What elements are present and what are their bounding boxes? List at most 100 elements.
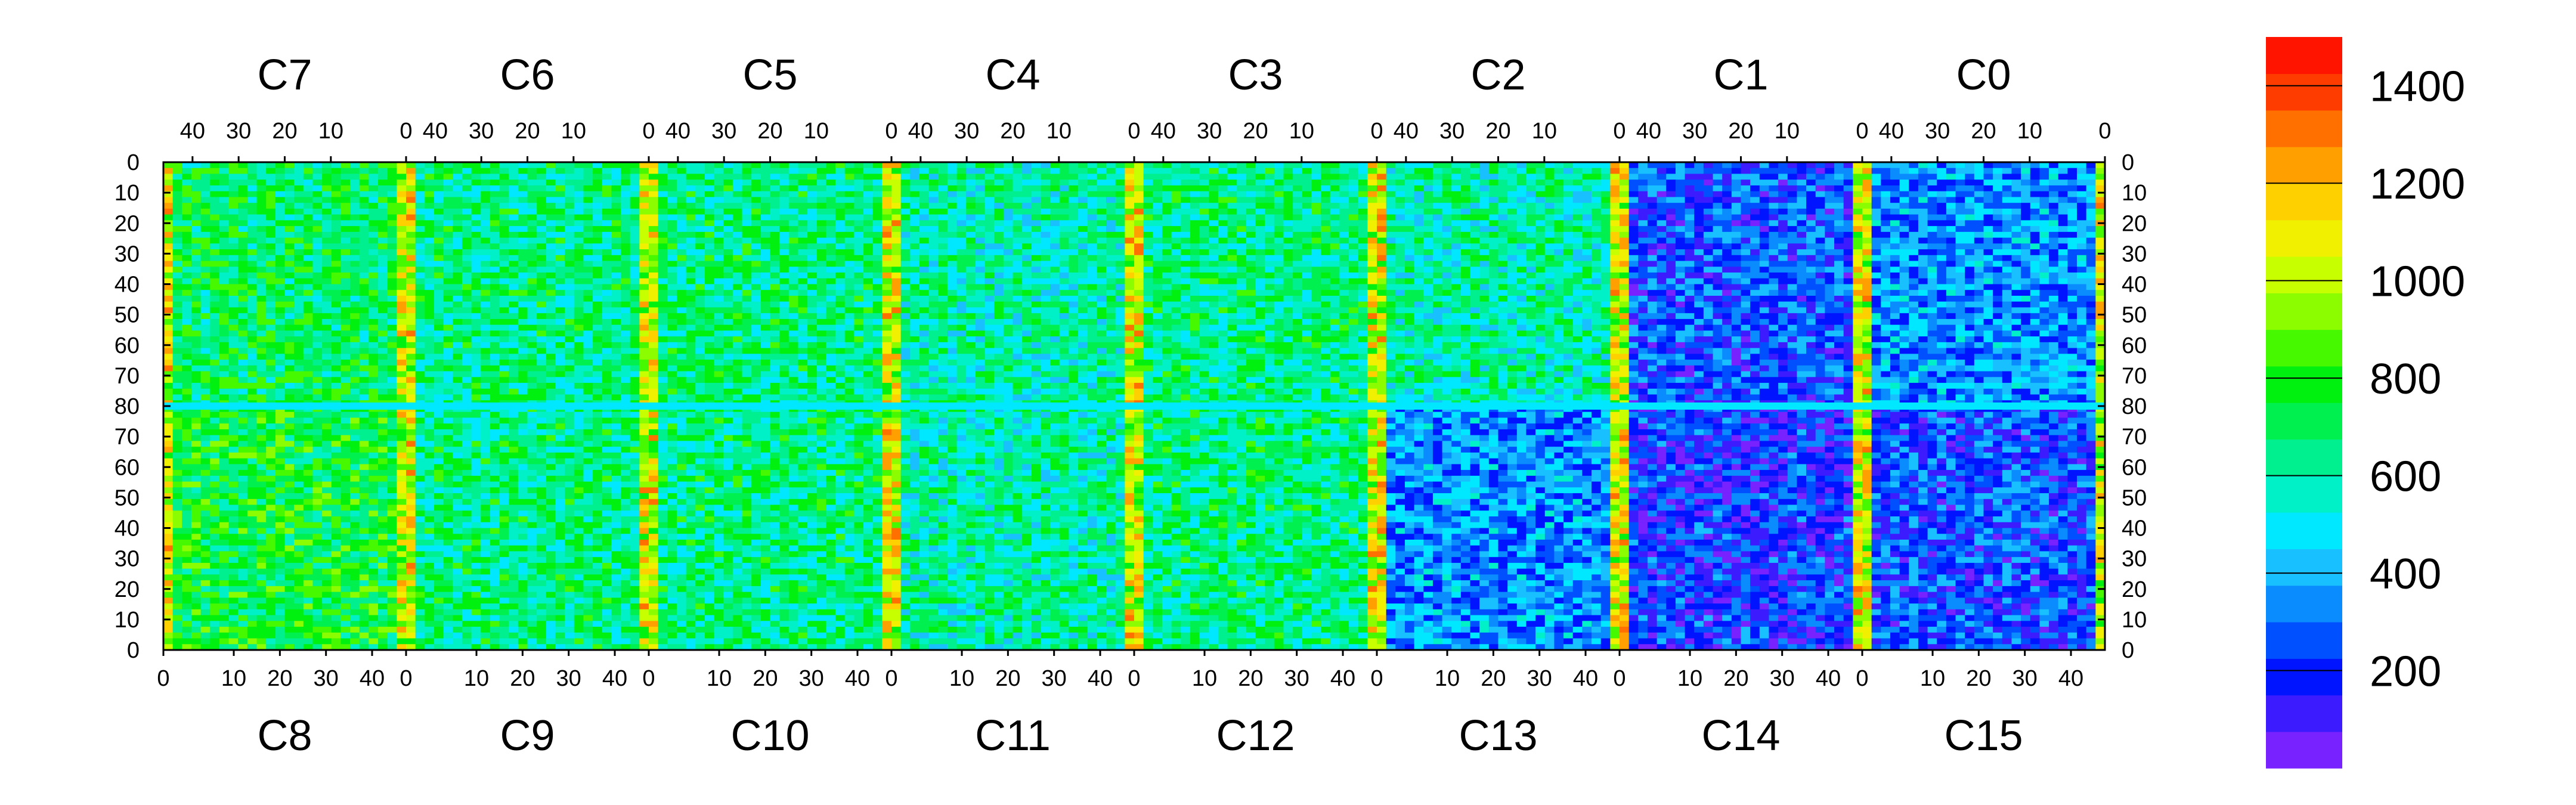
top-tick-label: 30 [711,119,736,144]
bottom-tick-label: 20 [753,666,778,691]
colorbar-tick-label: 400 [2370,550,2441,598]
bottom-tick-label: 30 [556,666,581,691]
colorbar-segment [2266,293,2342,330]
colorbar-tick-label: 800 [2370,355,2441,403]
left-tick-label: 0 [127,638,140,663]
heatmap-region-c7 [163,162,407,407]
chip-label-c15: C15 [1944,712,2023,760]
bottom-tick-label: 10 [1677,666,1702,691]
heatmap-region-c6 [406,162,649,407]
chip-label-c6: C6 [500,51,555,99]
chip-label-c0: C0 [1956,51,2011,99]
top-tick-label: 10 [1775,119,1800,144]
top-tick-label: 20 [515,119,540,144]
left-tick-label: 70 [114,364,140,389]
bottom-tick-label: 20 [1723,666,1748,691]
right-tick-label: 60 [2122,333,2147,358]
bottom-tick-label: 0 [1856,666,1868,691]
right-tick-label: 10 [2122,181,2147,206]
top-tick-label: 10 [1046,119,1072,144]
top-tick-label: 20 [1000,119,1025,144]
top-tick-label: 0 [1370,119,1383,144]
colorbar-segment [2266,658,2342,696]
bottom-tick-label: 0 [157,666,169,691]
bottom-tick-label: 0 [642,666,655,691]
bottom-tick-label: 0 [400,666,412,691]
bottom-tick-label: 10 [1435,666,1460,691]
bottom-tick-label: 10 [949,666,974,691]
bottom-tick-label: 20 [1238,666,1263,691]
chip-label-c2: C2 [1470,51,1525,99]
chip-label-c14: C14 [1701,712,1780,760]
bottom-tick-label: 30 [1284,666,1309,691]
top-tick-label: 0 [1613,119,1626,144]
chip-label-c3: C3 [1228,51,1283,99]
bottom-tick-label: 20 [267,666,292,691]
colorbar-segment [2266,731,2342,769]
bottom-tick-label: 10 [1920,666,1945,691]
left-tick-label: 50 [114,303,140,328]
heatmap-region-c2 [1377,162,1620,407]
colorbar-segment [2266,146,2342,184]
heatmap-region-c15 [1862,406,2105,650]
chip-label-c5: C5 [742,51,797,99]
left-tick-label: 30 [114,547,140,572]
heatmap-cells [163,162,2105,650]
colorbar-tick-label: 600 [2370,453,2441,501]
heatmap-region-c11 [891,406,1135,650]
bottom-tick-label: 10 [707,666,732,691]
colorbar-segment [2266,439,2342,476]
left-tick-label: 40 [114,273,140,298]
colorbar-segment [2266,402,2342,440]
heatmap-region-c3 [1134,162,1377,407]
bottom-tick-label: 0 [885,666,897,691]
bottom-tick-label: 20 [510,666,535,691]
bottom-tick-label: 30 [2012,666,2038,691]
left-tick-label: 40 [114,516,140,541]
heatmap-region-c10 [649,406,892,650]
left-tick-label: 60 [114,333,140,358]
top-tick-label: 40 [180,119,205,144]
bottom-tick-label: 40 [602,666,627,691]
top-tick-label: 40 [423,119,448,144]
right-tick-label: 80 [2122,394,2147,419]
bottom-tick-label: 10 [221,666,246,691]
top-tick-label: 40 [908,119,933,144]
colorbar-tick-label: 200 [2370,648,2441,696]
bottom-tick-label: 20 [1966,666,1991,691]
heatmap-region-c14 [1620,406,1863,650]
colorbar-segment [2266,73,2342,111]
chip-label-c7: C7 [257,51,312,99]
bottom-tick-label: 40 [1816,666,1841,691]
heatmap-region-c12 [1134,406,1377,650]
top-tick-label: 20 [757,119,782,144]
top-tick-label: 20 [272,119,297,144]
top-tick-label: 40 [1879,119,1904,144]
right-tick-label: 0 [2122,638,2134,663]
top-tick-label: 20 [1971,119,1996,144]
colorbar-tick-label: 1400 [2370,63,2465,111]
top-tick-label: 20 [1243,119,1268,144]
top-tick-label: 30 [469,119,494,144]
right-tick-label: 10 [2122,608,2147,633]
heatmap-region-c8 [163,406,407,650]
bottom-tick-label: 30 [799,666,824,691]
right-tick-label: 70 [2122,425,2147,450]
right-tick-label: 30 [2122,242,2147,267]
chip-label-c4: C4 [985,51,1040,99]
top-tick-label: 30 [1682,119,1707,144]
right-tick-label: 70 [2122,364,2147,389]
top-tick-label: 0 [1128,119,1140,144]
top-tick-label: 20 [1485,119,1510,144]
bottom-tick-label: 40 [845,666,870,691]
colorbar-segment [2266,219,2342,257]
bottom-tick-label: 30 [314,666,339,691]
heatmap-region-c1 [1620,162,1863,407]
colorbar-segment [2266,110,2342,147]
left-tick-label: 30 [114,242,140,267]
right-tick-label: 60 [2122,455,2147,480]
right-tick-label: 40 [2122,516,2147,541]
colorbar-segment [2266,475,2342,513]
bottom-tick-label: 30 [1042,666,1067,691]
